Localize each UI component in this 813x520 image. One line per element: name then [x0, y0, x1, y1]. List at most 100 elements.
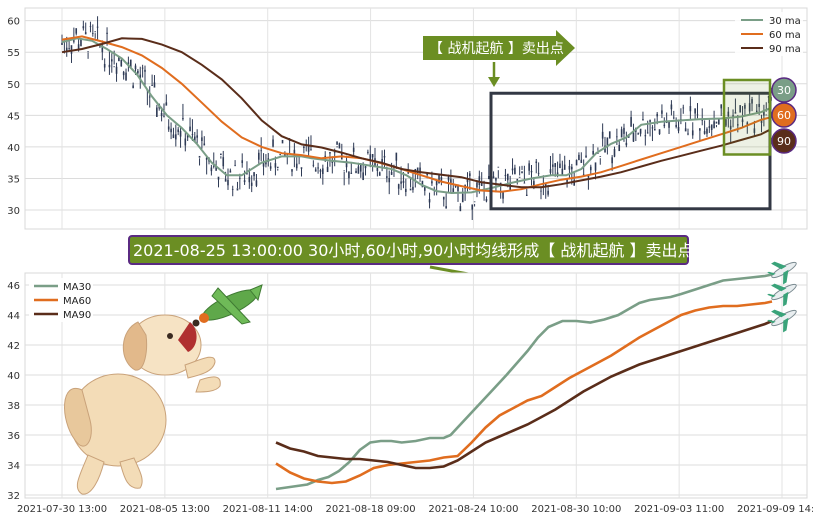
candle-body	[201, 137, 203, 141]
candle-body	[675, 124, 677, 127]
top-legend: 30 ma 60 ma 90 ma	[735, 12, 803, 56]
candle-body	[687, 133, 689, 135]
candle-body	[530, 170, 533, 173]
candle-body	[511, 168, 514, 171]
puppy-back-leg-2	[119, 457, 143, 489]
puppy-illustration	[64, 314, 221, 495]
candle-body	[134, 65, 137, 70]
candle-body	[258, 152, 260, 160]
candle-body	[563, 164, 566, 170]
candle-body	[395, 152, 398, 161]
bottom-x-tick-label: 2021-09-03 11:00	[634, 504, 724, 515]
jet-icon	[767, 283, 797, 307]
bottom-x-tick-label: 2021-08-18 09:00	[326, 504, 416, 515]
bottom-x-tick-label: 2021-08-30 10:00	[531, 504, 621, 515]
candle-body	[677, 126, 680, 131]
candle-body	[696, 114, 699, 116]
top-y-tick-label: 55	[7, 48, 20, 59]
candle-body	[172, 134, 175, 139]
candle-body	[559, 163, 561, 169]
candle-body	[445, 206, 447, 209]
candle-body	[746, 122, 749, 125]
candle-body	[611, 157, 613, 164]
candle-body	[502, 192, 504, 199]
legend-label: MA60	[63, 296, 91, 307]
candle-body	[739, 105, 741, 113]
candle-body	[616, 136, 618, 138]
candle-body	[120, 59, 123, 67]
candle-body	[364, 166, 367, 169]
sell-signal-label: 【 战机起航 】卖出点	[429, 41, 564, 57]
candle-body	[549, 169, 552, 173]
bottom-x-tick-label: 2021-08-05 13:00	[120, 504, 210, 515]
candle-body	[476, 182, 478, 188]
legend-label: MA90	[63, 310, 91, 321]
top-chart: 30 35 40 45 50 55 60 30 ma 60 ma 90 ma 【 战机起航 】卖…	[7, 7, 808, 230]
plane-wing	[211, 287, 251, 325]
puppy-front-paw-2	[195, 376, 221, 393]
candle-body	[189, 126, 191, 132]
candle-body	[544, 183, 547, 187]
candle-body	[151, 84, 153, 86]
candle-body	[222, 157, 225, 167]
candle-body	[243, 180, 246, 183]
candle-body	[442, 196, 445, 200]
candle-body	[461, 193, 464, 203]
candle-body	[571, 166, 573, 170]
candle-body	[179, 130, 182, 137]
candle-body	[694, 108, 696, 114]
candle-body	[561, 168, 564, 176]
toy-plane-icon	[199, 284, 263, 325]
candle-body	[639, 128, 642, 134]
sell-signal-flag	[423, 30, 575, 66]
candle-body	[438, 175, 440, 184]
candle-body	[224, 179, 227, 182]
signal-banner-box	[128, 235, 689, 265]
ma-end-badge-label: 90	[777, 135, 791, 148]
series-line-60-ma	[61, 35, 772, 193]
candle-body	[613, 149, 616, 157]
candle-body	[506, 173, 509, 181]
candle-body	[129, 59, 132, 68]
candle-body	[312, 164, 315, 166]
candle-body	[231, 188, 234, 190]
candle-body	[599, 156, 602, 158]
candle-body	[110, 59, 113, 62]
ma-end-badge-label: 60	[777, 109, 791, 122]
candle-body	[82, 26, 85, 29]
candle-body	[488, 176, 490, 180]
bottom-chart: 32 34 36 38 40 42 44 46 2021-07-30 13:00 2021-08…	[7, 272, 813, 515]
candle-body	[492, 176, 495, 179]
candle-body	[317, 167, 319, 169]
candle-body	[755, 110, 758, 112]
candle-body	[672, 117, 675, 119]
candle-body	[153, 82, 156, 88]
puppy-front-paw	[184, 356, 216, 379]
top-y-tick-label: 60	[7, 17, 20, 28]
candle-body	[412, 186, 414, 190]
candle-body	[84, 32, 87, 35]
legend-label: 60 ma	[769, 30, 801, 41]
candle-body	[630, 117, 632, 127]
candle-body	[348, 171, 350, 179]
candle-body	[272, 139, 274, 147]
candle-body	[284, 153, 286, 157]
candle-body	[236, 188, 239, 191]
bottom-y-tick-label: 42	[7, 341, 20, 352]
candle-body	[608, 131, 611, 139]
candle-body	[637, 133, 640, 135]
candle-body	[376, 168, 379, 171]
candle-body	[212, 165, 215, 167]
candle-body	[523, 182, 526, 184]
candle-body	[345, 160, 348, 168]
candle-body	[547, 190, 549, 195]
candle-body	[450, 179, 452, 185]
candle-body	[431, 181, 433, 184]
candle-body	[255, 180, 258, 186]
top-y-tick-label: 35	[7, 174, 20, 185]
candle-body	[594, 162, 597, 171]
candle-body	[333, 151, 336, 153]
candle-body	[310, 149, 312, 151]
candle-body	[689, 106, 692, 112]
jet-icon	[767, 309, 797, 333]
